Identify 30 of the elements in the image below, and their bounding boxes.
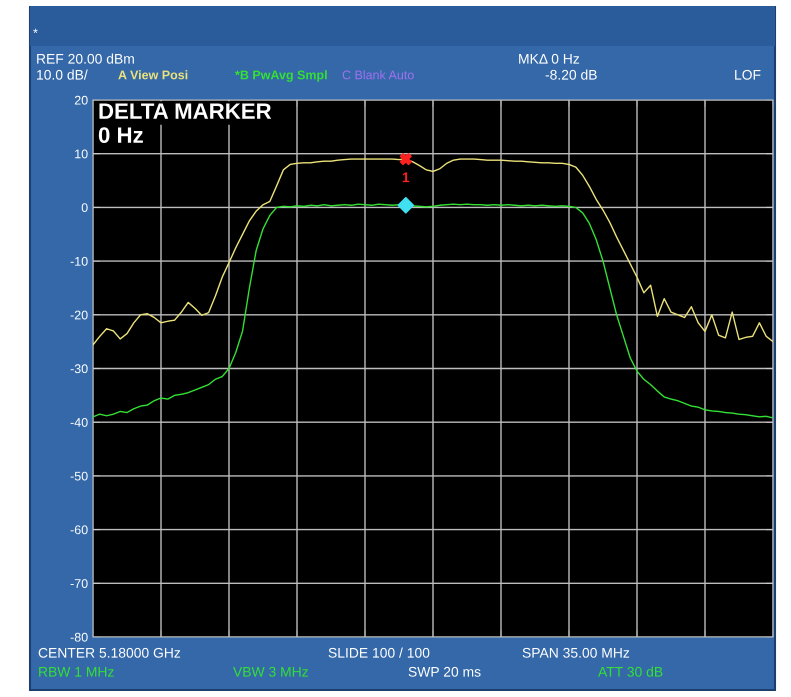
y-tick-label: -80 [70,632,88,642]
y-tick-label: -50 [70,472,88,481]
annotation: 0 Hz [98,127,143,143]
y-tick-label: 20 [74,96,88,105]
text: ATT 30 dB [598,666,662,677]
text: SWP 20 ms [408,666,481,677]
y-tick-label: -20 [70,310,88,320]
text: * [33,28,38,34]
text: RBW 1 MHz [39,667,114,677]
y-tick-label: -30 [70,364,88,374]
text: SLIDE 100 / 100 [328,648,430,658]
text: LOF [735,70,760,80]
text: 10.0 dB/ [37,70,88,80]
text: VBW 3 MHz [233,666,308,677]
text: -8.20 dB [546,70,597,80]
y-tick-label: -70 [70,579,88,588]
y-tick-label: -40 [70,418,88,427]
text: REF 20.00 dBm [37,54,134,64]
text: C Blank Auto [342,70,414,80]
y-tick-label: 0 [82,203,88,212]
y-tick-label: -60 [70,525,88,534]
text: MKΔ 0 Hz [519,54,580,64]
y-tick-label: 10 [75,150,88,158]
text: SPAN 35.00 MHz [522,648,630,658]
text: *B PwAvg Smpl [235,70,327,82]
annotation: DELTA MARKER [99,103,272,119]
y-tick-label: -10 [70,256,88,266]
text: CENTER 5.18000 GHz [38,648,180,658]
text: A View Posi [118,70,188,80]
annotation: 1 [402,172,410,182]
